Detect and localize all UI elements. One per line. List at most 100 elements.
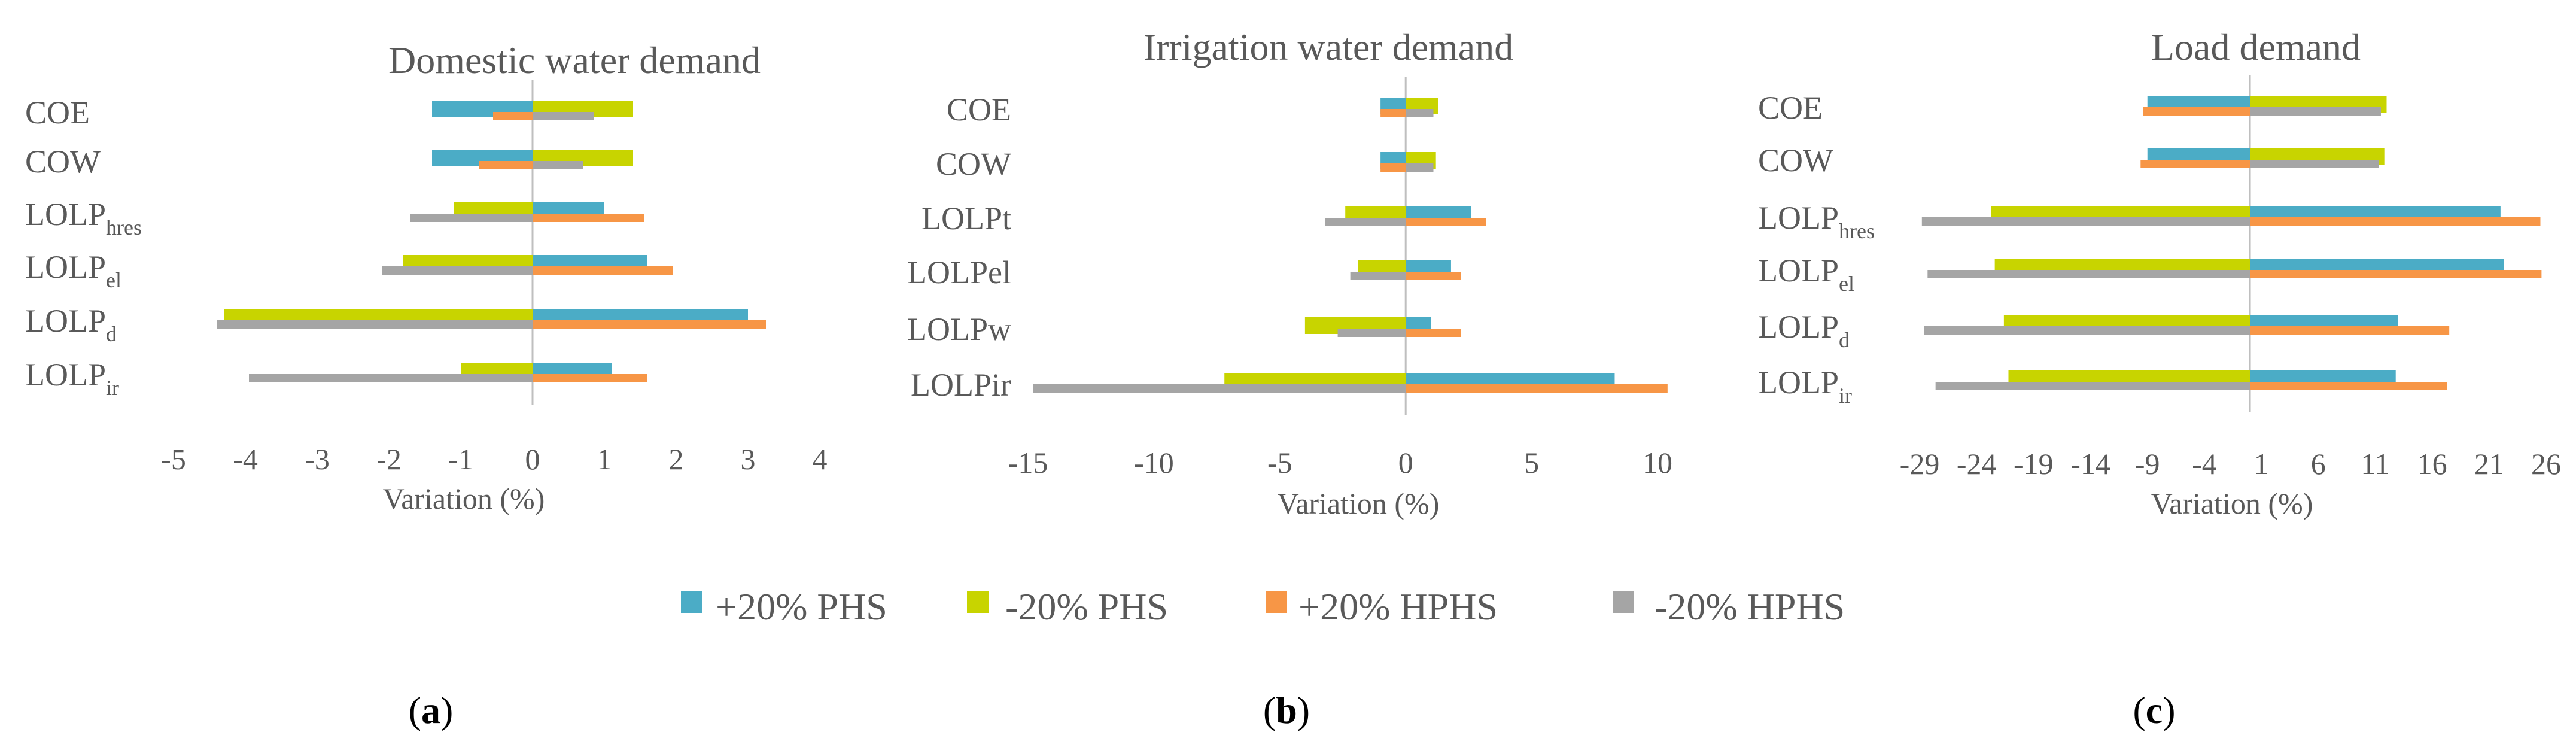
bar-plus-hphs-3 [1406, 272, 1461, 280]
tick-label: -2 [376, 442, 402, 476]
legend-swatch-minus-hphs [1613, 591, 1634, 613]
tick-label: -19 [2014, 447, 2054, 481]
bar-plus-hphs-0 [1380, 109, 1406, 117]
bar-minus-hphs-4 [217, 320, 533, 329]
tick-label: -29 [1900, 447, 1940, 481]
tick-label: 16 [2417, 447, 2447, 481]
bar-minus-hphs-2 [1325, 218, 1406, 226]
category-label: COE [1758, 90, 1823, 126]
bar-plus-hphs-0 [2143, 107, 2250, 116]
bar-minus-hphs-0 [2250, 107, 2381, 116]
bar-minus-hphs-4 [1337, 329, 1406, 337]
legend-swatch-plus-hphs [1266, 591, 1287, 613]
tick-label: 0 [1398, 446, 1413, 479]
tick-label: 3 [741, 442, 756, 476]
legend-swatch-minus-phs [967, 591, 989, 613]
tick-label: 10 [1643, 446, 1672, 479]
chart-panel-c: Load demand COE COW LOLPhres LOLPel LOLPd LOLP… [1758, 26, 2561, 520]
legend-label-plus-phs: +20% PHS [716, 585, 887, 628]
category-label: LOLPir [25, 357, 119, 400]
category-label: LOLPhres [25, 196, 142, 239]
category-label: LOLPir [911, 367, 1011, 403]
bar-plus-hphs-3 [2250, 270, 2542, 278]
category-label: COE [25, 95, 90, 130]
category-label: COW [1758, 142, 1833, 178]
x-axis-label: Variation (%) [383, 482, 545, 515]
tick-label: -9 [2135, 447, 2160, 481]
legend-label-minus-phs: -20% PHS [1005, 585, 1168, 628]
bar-plus-hphs-4 [533, 320, 766, 329]
panel-letter-b: (b) [1263, 689, 1310, 731]
tick-label: 26 [2531, 447, 2561, 481]
tick-label: -3 [305, 442, 330, 476]
tick-label: 1 [597, 442, 612, 476]
category-label: LOLPd [25, 303, 117, 346]
x-axis-label: Variation (%) [2151, 487, 2313, 520]
tick-label: 1 [2254, 447, 2269, 481]
bar-plus-hphs-5 [533, 374, 647, 382]
chart-title: Load demand [2151, 26, 2361, 68]
legend-swatch-plus-phs [681, 591, 702, 613]
panel-letter-c: (c) [2133, 689, 2175, 731]
tick-label: -4 [233, 442, 258, 476]
chart-panels: Domestic water demand COE COW LOLPhres LOLPe… [25, 26, 2561, 520]
bar-plus-hphs-2 [533, 214, 644, 222]
category-label: LOLPhres [1758, 200, 1875, 243]
category-label: COW [936, 146, 1011, 182]
legend: +20% PHS -20% PHS +20% HPHS -20% HPHS [681, 585, 1845, 628]
bar-minus-hphs-5 [249, 374, 533, 382]
bar-plus-hphs-4 [1406, 329, 1461, 337]
category-label: COE [947, 92, 1011, 127]
bar-minus-hphs-1 [1406, 163, 1434, 172]
bar-plus-hphs-0 [493, 112, 533, 120]
category-label: LOLPir [1758, 365, 1852, 408]
tick-label: 0 [525, 442, 540, 476]
category-label: LOLPw [907, 311, 1011, 347]
bar-plus-hphs-5 [1406, 384, 1668, 393]
tick-label: 4 [813, 442, 828, 476]
category-label: LOLPt [921, 201, 1011, 236]
category-label: LOLPel [25, 249, 121, 292]
legend-label-minus-hphs: -20% HPHS [1655, 585, 1845, 628]
bar-minus-hphs-3 [382, 266, 533, 275]
bar-plus-hphs-2 [1406, 218, 1486, 226]
tick-label: -14 [2070, 447, 2110, 481]
bar-minus-hphs-5 [1033, 384, 1406, 393]
bar-minus-hphs-1 [2250, 160, 2379, 168]
tick-label: -4 [2192, 447, 2217, 481]
bar-plus-hphs-1 [2140, 160, 2250, 168]
tick-label: 2 [669, 442, 684, 476]
chart-panel-b: Irrigation water demand COE COW LOLPt LOLPel… [907, 26, 1672, 520]
panel-letters: (a) (b) (c) [409, 689, 2176, 731]
bar-plus-hphs-3 [533, 266, 673, 275]
category-label: LOLPel [907, 254, 1011, 290]
tick-label: -15 [1008, 446, 1048, 479]
tick-label: -10 [1134, 446, 1174, 479]
bar-minus-hphs-0 [533, 112, 594, 120]
tick-label: 5 [1524, 446, 1539, 479]
bar-plus-hphs-5 [2250, 382, 2447, 390]
bar-minus-hphs-0 [1406, 109, 1434, 117]
category-label: LOLPd [1758, 309, 1850, 352]
bar-plus-hphs-4 [2250, 326, 2450, 335]
chart-title: Irrigation water demand [1143, 26, 1513, 68]
bar-minus-hphs-4 [1924, 326, 2250, 335]
tick-label: -5 [161, 442, 186, 476]
chart-panel-a: Domestic water demand COE COW LOLPhres LOLPe… [25, 39, 828, 515]
category-label: COW [25, 144, 101, 180]
chart-title: Domestic water demand [388, 39, 761, 81]
bar-minus-hphs-2 [1921, 217, 2250, 226]
tick-label: -1 [448, 442, 473, 476]
bar-plus-hphs-1 [479, 161, 533, 169]
panel-letter-a: (a) [409, 689, 454, 731]
bar-minus-hphs-3 [1350, 272, 1406, 280]
tick-label: 11 [2361, 447, 2389, 481]
bar-minus-hphs-3 [1927, 270, 2250, 278]
tick-label: 6 [2311, 447, 2326, 481]
bar-plus-hphs-2 [2250, 217, 2541, 226]
x-axis-label: Variation (%) [1278, 487, 1440, 520]
tick-label: -24 [1957, 447, 1997, 481]
category-label: LOLPel [1758, 253, 1854, 296]
bar-minus-hphs-5 [1935, 382, 2250, 390]
bar-plus-hphs-1 [1380, 163, 1406, 172]
